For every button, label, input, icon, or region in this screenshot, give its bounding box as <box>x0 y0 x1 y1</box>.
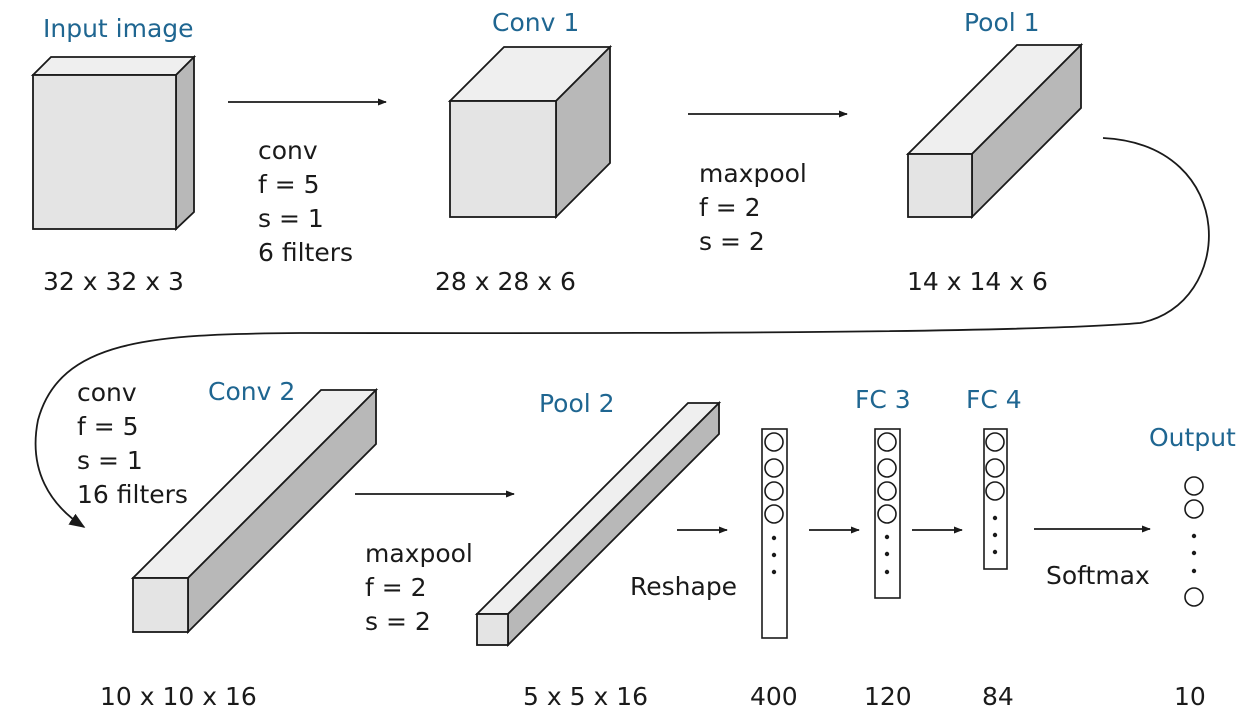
pool1-params: maxpool f = 2 s = 2 <box>699 159 807 256</box>
input-dims: 32 x 32 x 3 <box>43 267 184 296</box>
conv1-params: conv f = 5 s = 1 6 filters <box>258 136 353 267</box>
pool1-volume <box>905 42 1084 220</box>
conv1-title: Conv 1 <box>492 8 579 37</box>
fc3-layer <box>874 428 901 599</box>
svg-text:f = 5: f = 5 <box>258 170 320 199</box>
fc4-title: FC 4 <box>966 385 1022 414</box>
svg-text:s = 1: s = 1 <box>258 204 324 233</box>
conv2-volume <box>130 387 379 635</box>
fc3-dims: 120 <box>864 682 912 711</box>
fc4-dims: 84 <box>982 682 1014 711</box>
output-layer <box>1184 476 1204 607</box>
reshape-label: Reshape <box>630 572 737 601</box>
pool2-params: maxpool f = 2 s = 2 <box>365 539 473 636</box>
svg-text:f = 2: f = 2 <box>699 193 761 222</box>
svg-text:s = 1: s = 1 <box>77 446 143 475</box>
output-title: Output <box>1149 423 1236 452</box>
pool2-volume <box>474 400 722 648</box>
fc3-title: FC 3 <box>855 385 911 414</box>
conv2-title: Conv 2 <box>208 377 295 406</box>
pool1-title: Pool 1 <box>964 8 1040 37</box>
svg-text:6 filters: 6 filters <box>258 238 353 267</box>
curved-connector-arrow <box>34 137 1210 528</box>
output-dims: 10 <box>1174 682 1206 711</box>
conv2-dims: 10 x 10 x 16 <box>100 682 257 711</box>
flatten-dims: 400 <box>750 682 798 711</box>
conv2-params: conv f = 5 s = 1 16 filters <box>77 378 188 509</box>
svg-text:16 filters: 16 filters <box>77 480 188 509</box>
flatten-layer <box>761 428 788 639</box>
fc4-layer <box>983 428 1008 570</box>
input-title: Input image <box>43 14 194 43</box>
svg-text:f = 2: f = 2 <box>365 573 427 602</box>
conv1-dims: 28 x 28 x 6 <box>435 267 576 296</box>
input-volume <box>30 54 197 232</box>
svg-text:conv: conv <box>258 136 318 165</box>
svg-text:f = 5: f = 5 <box>77 412 139 441</box>
svg-text:conv: conv <box>77 378 137 407</box>
svg-text:s = 2: s = 2 <box>699 227 765 256</box>
pool1-dims: 14 x 14 x 6 <box>907 267 1048 296</box>
pool2-dims: 5 x 5 x 16 <box>523 682 648 711</box>
svg-text:maxpool: maxpool <box>699 159 807 188</box>
svg-text:maxpool: maxpool <box>365 539 473 568</box>
svg-text:s = 2: s = 2 <box>365 607 431 636</box>
softmax-label: Softmax <box>1046 561 1150 590</box>
conv1-volume <box>447 44 613 220</box>
pool2-title: Pool 2 <box>539 389 615 418</box>
